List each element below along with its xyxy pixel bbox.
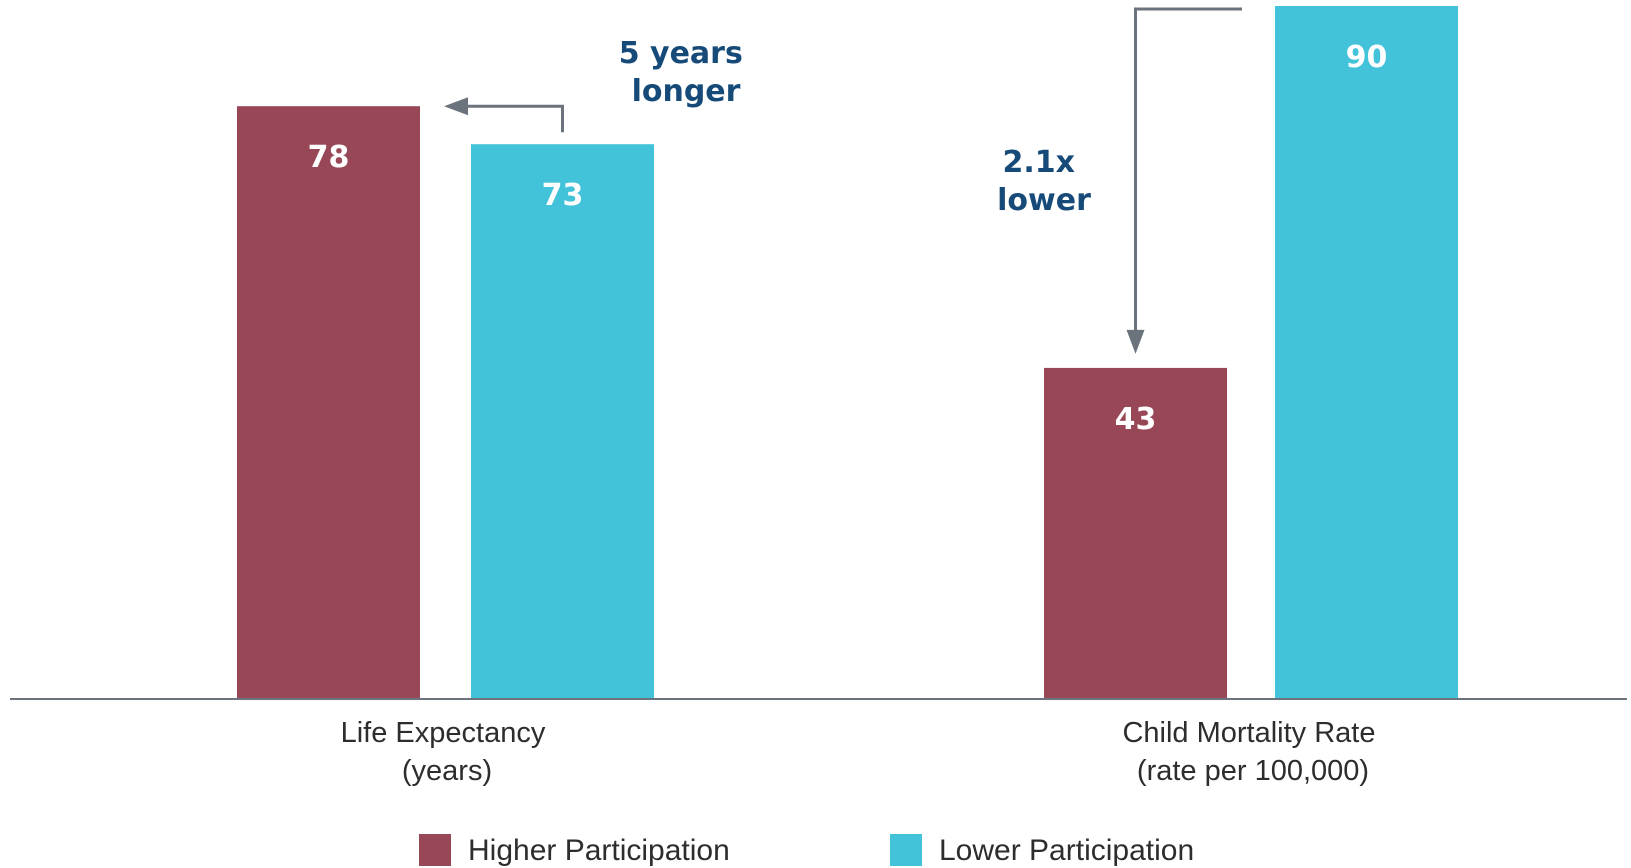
- arrow-child-mortality-line: [1134, 7, 1242, 334]
- bar-value-label-child-mortality-lower-participation: 90: [1346, 40, 1388, 75]
- bar-value-label-life-expectancy-lower-participation: 73: [542, 178, 584, 213]
- bar-child-mortality-lower-participation: [1275, 6, 1458, 699]
- legend-label-higher-participation: Higher Participation: [468, 834, 730, 867]
- legend-swatch-higher-participation: [419, 834, 451, 866]
- annotation-child-mortality-line-1: 2.1x: [1003, 145, 1076, 180]
- category-label-life-expectancy-line-2: (years): [402, 755, 492, 787]
- annotation-arrows: [444, 7, 1242, 354]
- annotation-life-expectancy-line-1: 5 years: [619, 36, 743, 71]
- legend: Higher Participation Lower Participation: [419, 834, 1194, 867]
- arrow-child-mortality-head: [1126, 329, 1145, 354]
- legend-label-lower-participation: Lower Participation: [939, 834, 1194, 867]
- bar-life-expectancy-higher-participation: [237, 106, 420, 699]
- bar-value-label-life-expectancy-higher-participation: 78: [308, 140, 350, 175]
- legend-swatch-lower-participation: [890, 834, 922, 866]
- bars-group: 78 73 43 90: [237, 6, 1458, 699]
- category-label-child-mortality-line-1: Child Mortality Rate: [1122, 717, 1375, 749]
- bar-life-expectancy-lower-participation: [471, 144, 654, 699]
- category-label-child-mortality-line-2: (rate per 100,000): [1137, 755, 1369, 787]
- annotation-life-expectancy-line-2: longer: [632, 74, 741, 109]
- category-label-life-expectancy-line-1: Life Expectancy: [341, 717, 546, 749]
- bar-child-mortality-higher-participation: [1044, 367, 1227, 699]
- arrow-life-expectancy-head: [444, 97, 468, 116]
- annotation-life-expectancy: 5 years longer: [619, 36, 754, 109]
- category-label-life-expectancy: Life Expectancy (years): [341, 717, 554, 787]
- arrow-life-expectancy-line: [460, 104, 564, 133]
- category-label-child-mortality: Child Mortality Rate (rate per 100,000): [1122, 717, 1383, 787]
- annotation-child-mortality: 2.1x lower: [997, 145, 1091, 218]
- annotation-child-mortality-line-2: lower: [997, 183, 1091, 218]
- bar-value-label-child-mortality-higher-participation: 43: [1115, 402, 1157, 437]
